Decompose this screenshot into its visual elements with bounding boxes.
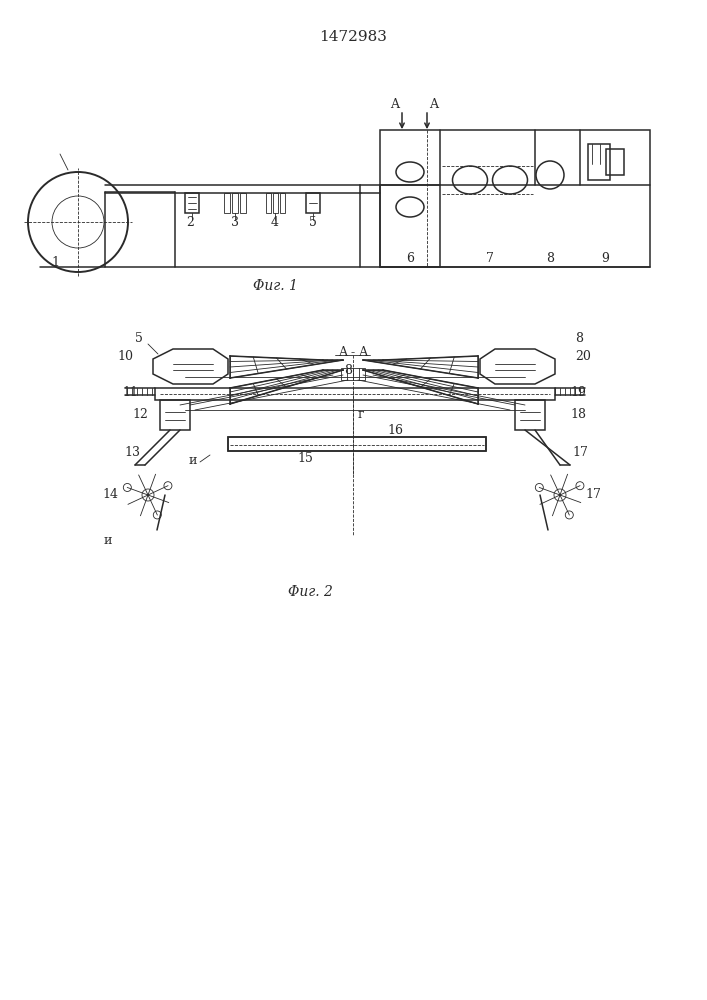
Text: 3: 3 [231, 217, 239, 230]
Bar [240, 193, 246, 213]
Text: Φиг. 1: Φиг. 1 [252, 279, 298, 293]
Text: 1472983: 1472983 [319, 30, 387, 44]
Bar [515, 400, 545, 430]
Bar [224, 193, 230, 213]
Text: 9: 9 [601, 252, 609, 265]
Text: 2: 2 [186, 217, 194, 230]
Text: 6: 6 [406, 252, 414, 265]
Text: 16: 16 [387, 424, 403, 438]
Text: 17: 17 [585, 488, 601, 502]
Bar [160, 400, 190, 430]
Bar [380, 130, 650, 267]
Text: 5: 5 [309, 217, 317, 230]
Bar [232, 193, 238, 213]
Text: 18: 18 [570, 408, 586, 422]
Bar [606, 149, 624, 175]
Bar [588, 144, 610, 180]
Text: 7: 7 [486, 252, 494, 265]
Text: и: и [189, 454, 197, 466]
Bar [306, 193, 320, 213]
Text: Φиг. 2: Φиг. 2 [288, 585, 332, 599]
Bar [155, 388, 555, 400]
Text: 14: 14 [102, 488, 118, 502]
Bar [228, 437, 486, 451]
Bar [341, 368, 365, 380]
Text: 13: 13 [124, 446, 140, 458]
Text: 12: 12 [132, 408, 148, 422]
Text: A: A [429, 98, 438, 110]
Bar [273, 193, 278, 213]
Text: A - A: A - A [338, 346, 368, 359]
Text: г: г [358, 408, 364, 422]
Text: 17: 17 [572, 446, 588, 458]
Text: 20: 20 [575, 350, 591, 362]
Text: 5: 5 [135, 332, 143, 346]
Text: 8: 8 [575, 332, 583, 346]
Bar [380, 185, 440, 267]
Bar [185, 193, 199, 213]
Text: 11: 11 [122, 386, 138, 399]
Bar [266, 193, 271, 213]
Bar [280, 193, 285, 213]
Text: и: и [104, 534, 112, 546]
Text: A: A [390, 98, 399, 110]
Bar [228, 437, 486, 451]
Text: 1: 1 [51, 255, 59, 268]
Text: 15: 15 [297, 452, 313, 466]
Text: 19: 19 [570, 386, 586, 399]
Text: 8: 8 [546, 252, 554, 265]
Text: 8: 8 [344, 363, 352, 376]
Text: 4: 4 [271, 217, 279, 230]
Text: 10: 10 [117, 350, 133, 362]
